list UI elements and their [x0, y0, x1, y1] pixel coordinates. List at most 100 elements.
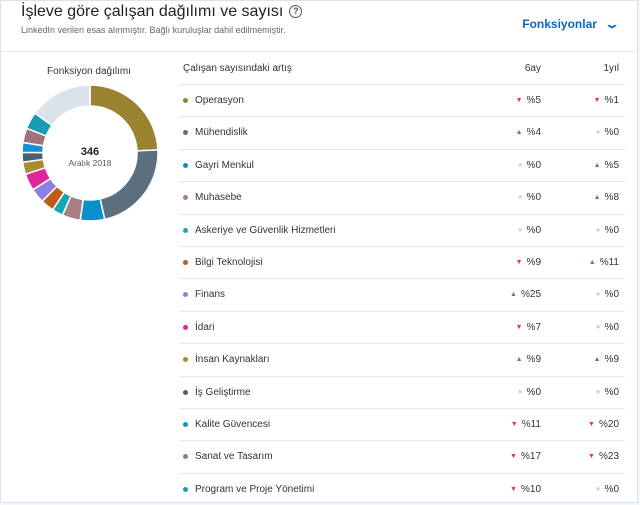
donut-segment[interactable] [89, 84, 159, 152]
trend-down-icon: ▼ [510, 453, 517, 461]
trend-flat-icon: ● [595, 224, 601, 234]
table-row: İdari ▼ %7 ● %0 [179, 310, 625, 343]
growth-6m: ● %0 [518, 192, 541, 203]
function-name: Gayri Menkul [195, 159, 254, 171]
growth-6m-value: %9 [526, 354, 541, 366]
growth-6m-value: %0 [526, 159, 541, 171]
help-icon[interactable]: ? [289, 5, 303, 18]
function-color-dot [183, 324, 188, 330]
growth-6m: ▼ %5 [516, 95, 541, 106]
donut-date: Aralık 2018 [69, 158, 112, 168]
function-name: Program ve Proje Yönetimi [195, 483, 315, 495]
trend-down-icon: ▼ [510, 420, 518, 428]
donut-segment[interactable] [79, 197, 106, 222]
function-name: Askeriye ve Güvenlik Hizmetleri [195, 224, 336, 236]
growth-6m-value: %5 [526, 95, 541, 106]
table-rows: Operasyon ▼ %5 ▼ %1 Mühendislik ▲ %4 ● %0 Gayri Me… [179, 84, 625, 505]
growth-1y-value: %0 [604, 386, 619, 398]
card-title: İşleve göre çalışan dağılımı ve sayısı? [21, 3, 303, 21]
trend-up-icon: ▲ [593, 161, 601, 169]
growth-1y: ▲ %9 [594, 354, 619, 365]
function-name: Bilgi Teknolojisi [195, 256, 263, 268]
table-row: Kalite Güvencesi ▼ %11 ▼ %20 [179, 407, 625, 440]
function-color-dot [183, 162, 188, 168]
growth-6m: ▲ %9 [516, 354, 541, 365]
donut-segment[interactable] [33, 84, 91, 127]
trend-down-icon: ▼ [515, 258, 523, 266]
trend-down-icon: ▼ [588, 420, 595, 428]
growth-6m: ▼ %17 [510, 451, 541, 462]
growth-1y: ▼ %23 [588, 451, 619, 462]
function-color-dot [183, 292, 188, 298]
growth-1y: ● %0 [596, 225, 619, 236]
trend-down-icon: ▼ [515, 323, 523, 331]
content-panel: Fonksiyon dağılımı 346 Aralık 2018 Çalış… [1, 51, 637, 504]
growth-1y: ● %0 [596, 387, 619, 398]
function-color-dot [183, 259, 188, 265]
growth-6m: ▼ %7 [516, 322, 541, 333]
table-row: İş Geliştirme ● %0 ● %0 [179, 375, 625, 408]
growth-6m-value: %4 [526, 127, 541, 139]
growth-table: Çalışan sayısındaki artış 6ay 1yıl Opera… [179, 51, 625, 504]
table-header: Çalışan sayısındaki artış 6ay 1yıl [179, 63, 625, 83]
trend-down-icon: ▼ [588, 453, 595, 461]
trend-flat-icon: ● [517, 386, 523, 396]
trend-flat-icon: ● [595, 386, 601, 396]
table-row: Askeriye ve Güvenlik Hizmetleri ● %0 ● %0 [179, 213, 625, 246]
growth-1y-value: %1 [604, 95, 619, 106]
function-color-dot [183, 486, 188, 492]
card-subtitle: LinkedIn verileri esas alınmıştır. Bağlı… [21, 25, 286, 35]
growth-1y: ● %0 [596, 322, 619, 333]
column-header-1y: 1yıl [603, 63, 619, 74]
trend-flat-icon: ● [517, 224, 523, 234]
trend-up-icon: ▲ [588, 258, 596, 266]
growth-1y: ▲ %11 [589, 257, 619, 268]
growth-1y-value: %0 [604, 289, 619, 301]
growth-1y-value: %0 [604, 321, 619, 333]
table-row: Finans ▲ %25 ● %0 [179, 278, 625, 310]
growth-1y-value: %23 [598, 451, 619, 463]
growth-6m-value: %17 [520, 451, 541, 463]
growth-6m: ● %0 [518, 225, 541, 236]
growth-6m-value: %25 [520, 289, 541, 301]
function-color-dot [183, 98, 188, 103]
growth-1y: ▼ %1 [594, 95, 619, 106]
donut-title: Fonksiyon dağılımı [47, 66, 131, 77]
growth-6m: ▼ %10 [510, 484, 541, 495]
growth-1y: ● %0 [596, 289, 619, 300]
function-color-dot [183, 357, 188, 363]
trend-flat-icon: ● [595, 127, 601, 137]
trend-flat-icon: ● [517, 192, 523, 202]
function-name: Mühendislik [195, 127, 248, 139]
growth-6m-value: %11 [521, 418, 541, 430]
growth-1y: ▲ %8 [594, 192, 619, 203]
column-header-name: Çalışan sayısındaki artış [183, 63, 292, 74]
trend-flat-icon: ● [595, 483, 601, 493]
growth-6m-value: %7 [526, 321, 541, 333]
growth-1y-value: %9 [604, 354, 619, 366]
table-row: Operasyon ▼ %5 ▼ %1 [179, 84, 625, 116]
trend-down-icon: ▼ [510, 485, 517, 493]
function-color-dot [183, 389, 188, 395]
function-color-dot [183, 130, 188, 136]
trend-up-icon: ▲ [593, 194, 601, 202]
growth-1y: ● %0 [596, 484, 619, 495]
functions-dropdown[interactable]: Fonksiyonlar ⌄ [522, 17, 620, 31]
growth-6m: ● %0 [518, 160, 541, 171]
function-name: Kalite Güvencesi [195, 418, 271, 430]
table-row: Sanat ve Tasarım ▼ %17 ▼ %23 [179, 440, 625, 472]
donut-chart: 346 Aralık 2018 [21, 84, 159, 222]
growth-1y: ▼ %20 [588, 419, 619, 430]
growth-1y-value: %0 [604, 224, 619, 236]
trend-flat-icon: ● [595, 321, 601, 331]
trend-down-icon: ▼ [593, 97, 601, 104]
function-color-dot [183, 454, 188, 460]
growth-1y-value: %5 [604, 159, 619, 171]
growth-6m-value: %0 [526, 192, 541, 204]
column-header-6m: 6ay [524, 63, 541, 74]
growth-6m: ▲ %25 [510, 289, 541, 300]
function-name: İş Geliştirme [195, 386, 251, 398]
function-name: Sanat ve Tasarım [195, 451, 273, 463]
trend-flat-icon: ● [595, 289, 601, 299]
growth-1y-value: %20 [598, 418, 619, 430]
